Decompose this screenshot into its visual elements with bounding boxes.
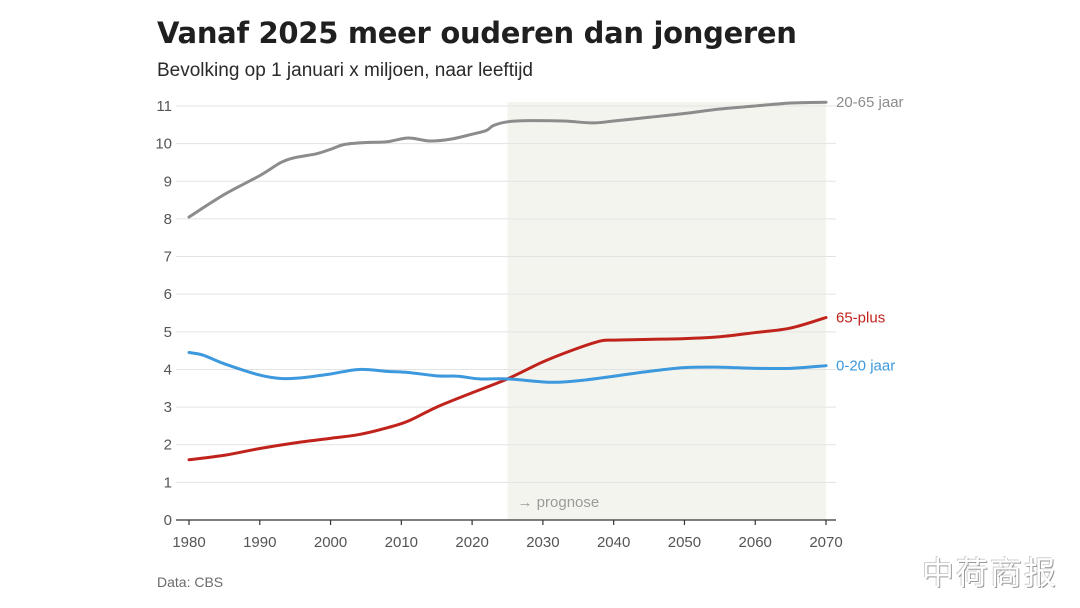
series-label-65-plus: 65-plus	[836, 310, 885, 327]
y-tick-label: 11	[156, 98, 172, 115]
chart-title: Vanaf 2025 meer ouderen dan jongeren	[157, 16, 797, 50]
x-tick-label: 1980	[172, 534, 205, 551]
x-tick-label: 1990	[243, 534, 276, 551]
y-tick-label: 7	[164, 249, 172, 266]
series-line-0-20-jaar	[187, 351, 828, 384]
y-tick-label: 6	[164, 286, 172, 303]
prognose-label: → prognose	[518, 494, 600, 511]
chart-subtitle: Bevolking op 1 januari x miljoen, naar l…	[157, 60, 533, 81]
x-tick-label: 2030	[526, 534, 559, 551]
y-tick-label: 2	[164, 437, 172, 454]
x-tick-label: 2020	[455, 534, 488, 551]
prognose-region	[507, 102, 826, 520]
y-tick-label: 8	[164, 211, 172, 228]
y-tick-label: 9	[164, 173, 172, 190]
x-tick-label: 2040	[597, 534, 630, 551]
x-tick-label: 2070	[809, 534, 842, 551]
y-tick-label: 5	[164, 324, 172, 341]
x-tick-label: 2060	[739, 534, 772, 551]
y-tick-label: 1	[164, 474, 172, 491]
y-tick-label: 0	[164, 512, 172, 529]
data-source: Data: CBS	[157, 574, 224, 590]
x-tick-label: 2010	[385, 534, 418, 551]
series-line-20-65-jaar	[187, 100, 828, 219]
x-tick-label: 2000	[314, 534, 347, 551]
y-tick-label: 10	[155, 136, 172, 153]
series-label-20-65-jaar: 20-65 jaar	[836, 94, 904, 111]
series-label-0-20-jaar: 0-20 jaar	[836, 358, 895, 375]
watermark: 中荷商报	[922, 554, 1059, 592]
y-tick-label: 3	[164, 399, 172, 416]
y-tick-label: 4	[164, 361, 172, 378]
x-tick-label: 2050	[668, 534, 701, 551]
